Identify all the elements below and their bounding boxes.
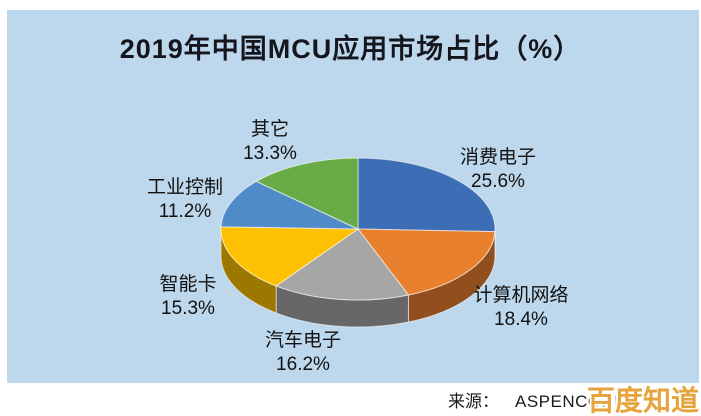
- slice-label-percent: 16.2%: [276, 354, 330, 375]
- pie-slice-2: [275, 228, 410, 301]
- slice-label-3: 智能卡 15.3%: [159, 273, 216, 321]
- pie-slice-4: [220, 180, 359, 230]
- baidu-zhidao-watermark: 百度知道: [587, 385, 700, 416]
- slice-label-name: 其它: [250, 119, 289, 140]
- chart-title: 2019年中国MCU应用市场占比（%）: [119, 34, 582, 64]
- slice-label-percent: 18.4%: [494, 309, 548, 330]
- source-label: 来源：: [448, 392, 499, 411]
- pie-slice-0: [357, 157, 496, 233]
- slice-label-name: 汽车电子: [264, 330, 342, 351]
- slice-label-percent: 13.3%: [243, 143, 297, 164]
- smartcard-leader-line: [218, 289, 240, 298]
- slice-label-name: 计算机网络: [473, 285, 569, 306]
- slice-label-2: 汽车电子 16.2%: [265, 329, 341, 377]
- source-text: ASPENCORE,: [515, 392, 632, 411]
- slice-label-1: 计算机网络 18.4%: [473, 284, 568, 332]
- slice-label-0: 消费电子 25.6%: [460, 146, 536, 194]
- slice-label-percent: 11.2%: [158, 201, 212, 222]
- slice-label-4: 工业控制 11.2%: [147, 176, 223, 224]
- pie-slice-1: [356, 228, 496, 296]
- pie-slice-3: [220, 226, 360, 287]
- slice-label-percent: 15.3%: [161, 298, 215, 319]
- slice-label-name: 智能卡: [159, 274, 217, 295]
- slice-label-5: 其它 13.3%: [243, 118, 297, 166]
- pie-slice-5: [255, 157, 359, 230]
- slice-label-name: 消费电子: [459, 147, 537, 168]
- slice-label-percent: 25.6%: [471, 171, 525, 192]
- source-line: 来源： ASPENCORE,: [448, 387, 631, 412]
- slice-label-name: 工业控制: [146, 177, 224, 198]
